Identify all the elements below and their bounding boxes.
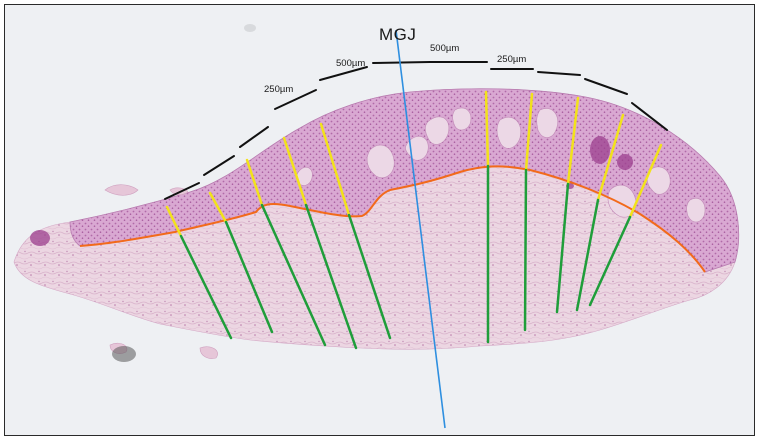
epithelial-thickness-lines bbox=[165, 90, 663, 238]
stromal-depth-lines bbox=[179, 164, 632, 350]
mgj-line bbox=[395, 29, 446, 429]
debris-smudge bbox=[112, 346, 136, 362]
scale-bars bbox=[164, 61, 668, 200]
epithelial-stromal-junction-line bbox=[79, 165, 706, 273]
scale-label-mid-right: 500µm bbox=[430, 43, 459, 54]
mgj-label: MGJ bbox=[379, 25, 416, 44]
scale-label-right: 250µm bbox=[497, 54, 526, 65]
dense-staining-spots bbox=[30, 136, 633, 246]
rete-ridges bbox=[296, 107, 706, 223]
dust-speck bbox=[244, 24, 256, 32]
scale-label-mid-left: 500µm bbox=[336, 58, 365, 69]
scale-label-left: 250µm bbox=[264, 84, 293, 95]
